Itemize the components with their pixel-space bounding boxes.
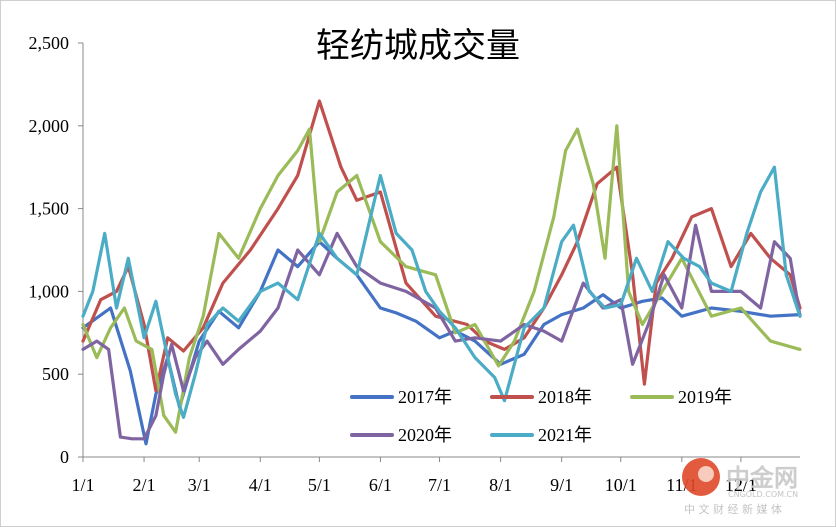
legend-label: 2019年 [678, 387, 732, 407]
series-line-5 [81, 165, 802, 419]
x-tick-label: 12/1 [725, 475, 757, 495]
watermark-brand: 中金网 [726, 464, 798, 492]
y-tick-label: 2,500 [29, 33, 70, 53]
series-line-2 [81, 99, 802, 393]
y-tick-label: 2,000 [29, 116, 70, 136]
y-tick-label: 1,000 [29, 281, 70, 301]
x-tick-label: 6/1 [369, 475, 392, 495]
x-tick-label: 4/1 [249, 475, 272, 495]
x-tick-label: 1/1 [71, 475, 94, 495]
x-tick-label: 10/1 [605, 475, 637, 495]
legend-label: 2020年 [398, 425, 452, 445]
legend-label: 2018年 [538, 387, 592, 407]
series-line-4 [81, 223, 802, 441]
y-tick-label: 500 [42, 364, 69, 384]
logo-emblem-inner-icon [698, 466, 714, 482]
chart-title: 轻纺城成交量 [316, 26, 520, 66]
legend-label: 2017年 [398, 387, 452, 407]
x-tick-label: 7/1 [428, 475, 451, 495]
watermark-slogan: 中 文 财 经 新 媒 体 [684, 502, 782, 516]
legend-label: 2021年 [538, 425, 592, 445]
y-tick-label: 1,500 [29, 199, 70, 219]
watermark-url: CNGOLD.COM.CN [728, 490, 798, 499]
x-tick-label: 2/1 [133, 475, 156, 495]
series-line-3 [81, 124, 802, 434]
x-tick-label: 9/1 [550, 475, 573, 495]
x-tick-label: 8/1 [489, 475, 512, 495]
x-tick-label: 5/1 [308, 475, 331, 495]
y-tick-label: 0 [60, 447, 69, 467]
x-tick-label: 3/1 [188, 475, 211, 495]
